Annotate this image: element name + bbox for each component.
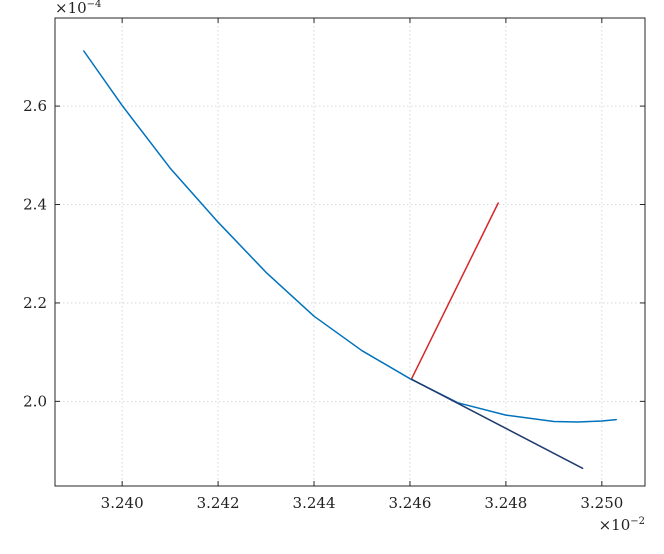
x-tick-label: 3.244 <box>293 494 336 512</box>
series-line-3 <box>410 378 584 470</box>
axis-ticks: 3.240 3.242 3.244 3.246 3.248 3.250 2.0 2.2 2.4 2… <box>23 18 645 512</box>
plot-series <box>83 50 617 470</box>
series-line-1 <box>83 50 617 423</box>
y-axis-multiplier: ×10−4 <box>55 0 101 17</box>
x-tick-label: 3.250 <box>580 494 623 512</box>
x-tick-label: 3.246 <box>388 494 431 512</box>
x-tick-label: 3.248 <box>484 494 527 512</box>
x-axis-multiplier: ×10−2 <box>599 516 645 534</box>
x-tick-label: 3.242 <box>197 494 240 512</box>
axes-frame <box>54 17 646 487</box>
y-tick-label: 2.0 <box>23 392 47 410</box>
y-tick-label: 2.2 <box>23 294 47 312</box>
y-tick-label: 2.4 <box>23 196 47 214</box>
y-tick-label: 2.6 <box>23 97 47 115</box>
grid-lines <box>55 18 645 486</box>
series-line-2 <box>410 202 499 380</box>
x-tick-label: 3.240 <box>101 494 144 512</box>
